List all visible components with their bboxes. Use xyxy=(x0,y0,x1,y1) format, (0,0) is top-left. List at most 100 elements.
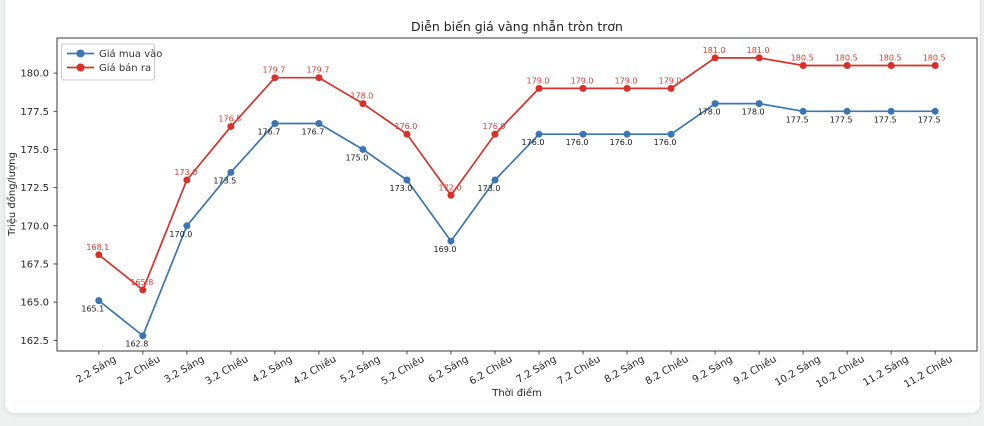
data-point-label: 176.0 xyxy=(654,138,677,147)
legend-marker-icon xyxy=(76,49,85,58)
data-point xyxy=(535,84,543,92)
data-point-label: 176.0 xyxy=(394,122,417,131)
data-point xyxy=(95,297,103,305)
data-point xyxy=(447,237,455,245)
plot-area: 165.1 162.8 170.0 173.5 176.7 176.7 175.0 173.0… xyxy=(81,46,945,349)
legend: Giá mua vào Giá bán ra xyxy=(61,43,162,81)
data-point-label: 170.0 xyxy=(169,230,192,239)
data-point xyxy=(139,332,147,340)
data-point-label: 176.0 xyxy=(522,138,545,147)
data-point-label: 177.5 xyxy=(874,115,897,124)
y-tick-label: 177.5 xyxy=(20,107,49,118)
series-line xyxy=(98,102,936,337)
x-tick-label: 6.2 Chiều xyxy=(467,353,514,387)
plot-frame xyxy=(56,37,978,352)
data-point-label: 172.0 xyxy=(439,183,462,192)
x-tick-label: 7.2 Chiều xyxy=(555,353,602,387)
data-point xyxy=(227,168,235,176)
data-point xyxy=(623,130,631,138)
legend-label-sell: Giá bán ra xyxy=(99,62,151,74)
x-tick-label: 3.2 Sáng xyxy=(162,353,206,386)
data-point xyxy=(183,176,191,184)
chart-title: Diễn biến giá vàng nhẫn tròn trơn xyxy=(411,19,623,34)
data-point xyxy=(667,84,675,92)
data-point-label: 176.5 xyxy=(218,115,241,124)
data-point xyxy=(667,130,675,138)
data-point-label: 177.5 xyxy=(786,115,809,124)
data-point-label: 180.5 xyxy=(923,53,946,62)
data-point xyxy=(755,54,763,62)
data-point-label: 165.1 xyxy=(81,305,104,314)
data-point xyxy=(579,130,587,138)
data-point-label: 173.5 xyxy=(213,176,236,185)
data-point xyxy=(799,107,807,115)
legend-item-buy: Giá mua vào xyxy=(67,48,162,60)
data-point-label: 173.0 xyxy=(389,184,412,193)
data-point xyxy=(271,74,279,82)
data-point xyxy=(931,107,939,115)
data-point-label: 181.0 xyxy=(747,46,770,55)
y-tick-label: 175.0 xyxy=(20,145,49,156)
series-line xyxy=(98,56,936,291)
legend-item-sell: Giá bán ra xyxy=(67,62,151,74)
data-point-label: 165.8 xyxy=(130,278,153,287)
data-point xyxy=(843,107,851,115)
data-point-label: 178.0 xyxy=(698,108,721,117)
data-point-label: 180.5 xyxy=(791,53,814,62)
legend-marker-icon xyxy=(76,63,85,72)
x-tick-label: 10.2 Chiều xyxy=(814,353,867,390)
data-point xyxy=(931,61,939,69)
data-point-label: 162.8 xyxy=(125,340,148,349)
data-point xyxy=(755,100,763,108)
data-point xyxy=(359,145,367,153)
legend-label-buy: Giá mua vào xyxy=(99,48,162,60)
data-point-label: 176.7 xyxy=(301,128,324,137)
axes: 162.5 165.0 167.5 170.0 172.5 175.0 177.5 180.0… xyxy=(20,37,978,391)
y-tick-label: 170.0 xyxy=(20,221,49,232)
data-point-label: 173.0 xyxy=(478,184,501,193)
data-point xyxy=(491,176,499,184)
x-tick-label: 6.2 Sáng xyxy=(426,353,470,386)
data-point xyxy=(95,251,103,259)
data-point-label: 176.0 xyxy=(566,138,589,147)
x-tick-label: 2.2 Sáng xyxy=(74,353,118,386)
y-tick-label: 180.0 xyxy=(20,69,49,80)
y-axis-title: Triệu đồng/lượng xyxy=(6,152,18,237)
data-point-label: 169.0 xyxy=(434,245,457,254)
x-tick-label: 5.2 Sáng xyxy=(338,353,382,386)
data-point xyxy=(359,100,367,108)
data-point-label: 176.7 xyxy=(257,128,280,137)
data-point xyxy=(315,74,323,82)
data-point xyxy=(403,130,411,138)
data-point xyxy=(843,61,851,69)
data-point-label: 178.0 xyxy=(350,92,373,101)
data-point-label: 179.7 xyxy=(262,66,285,75)
x-tick-label: 7.2 Sáng xyxy=(514,353,558,386)
data-point-label: 175.0 xyxy=(345,153,368,162)
data-point-label: 179.7 xyxy=(306,66,329,75)
x-tick-label: 9.2 Chiều xyxy=(731,353,778,387)
x-tick-label: 8.2 Chiều xyxy=(643,353,690,387)
x-tick-label: 9.2 Sáng xyxy=(690,353,734,386)
data-point-label: 179.0 xyxy=(615,76,638,85)
x-tick-label: 2.2 Chiều xyxy=(115,353,162,387)
x-axis-title: Thời điểm xyxy=(491,386,542,399)
data-point xyxy=(315,120,323,128)
data-point-label: 180.5 xyxy=(879,53,902,62)
data-point-label: 179.0 xyxy=(571,76,594,85)
data-point-label: 173.0 xyxy=(174,168,197,177)
series-1: 168.1 165.8 173.0 176.5 179.7 179.7 178.0 176.0… xyxy=(86,46,946,294)
data-point xyxy=(271,120,279,128)
y-tick-label: 172.5 xyxy=(20,183,49,194)
data-point-label: 179.0 xyxy=(659,76,682,85)
x-tick-label: 4.2 Sáng xyxy=(250,353,294,386)
data-point xyxy=(623,84,631,92)
chart-card xyxy=(4,0,981,414)
data-point-label: 181.0 xyxy=(703,46,726,55)
x-tick-label: 4.2 Chiều xyxy=(291,353,338,387)
data-point-label: 179.0 xyxy=(527,76,550,85)
data-point-label: 177.5 xyxy=(830,115,853,124)
data-point xyxy=(139,286,147,294)
data-point-label: 168.1 xyxy=(86,243,109,252)
